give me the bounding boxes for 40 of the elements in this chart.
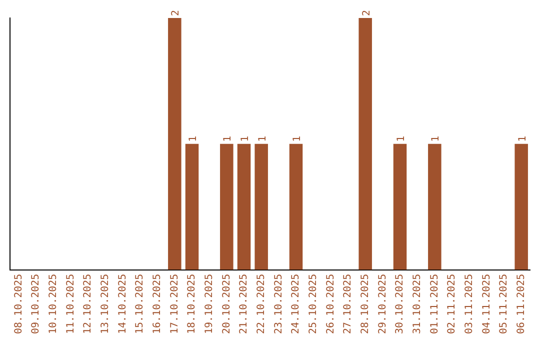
x-tick-label: 05.11.2025: [498, 274, 510, 334]
data-label: 1: [517, 136, 528, 142]
x-tick-label: 16.10.2025: [152, 274, 163, 334]
data-label: 1: [222, 136, 234, 142]
data-label: 1: [240, 136, 251, 142]
x-tick-label: 23.10.2025: [273, 274, 284, 334]
x-tick-label: 29.10.2025: [377, 274, 388, 334]
x-tick-label: 14.10.2025: [117, 274, 128, 334]
data-label: 2: [170, 10, 182, 16]
x-tick-label: 06.11.2025: [516, 274, 527, 334]
x-tick-label: 30.10.2025: [394, 274, 406, 334]
data-label: 1: [188, 136, 199, 142]
x-tick-label: 03.11.2025: [464, 274, 475, 334]
x-tick-label: 22.10.2025: [256, 274, 267, 334]
x-tick-label: 13.10.2025: [100, 274, 111, 334]
x-tick-label: 09.10.2025: [30, 274, 42, 334]
x-tick-label: 01.11.2025: [429, 274, 440, 334]
x-tick-label: 15.10.2025: [134, 274, 146, 334]
x-tick-label: 11.10.2025: [65, 274, 76, 334]
x-tick-label: 17.10.2025: [169, 274, 180, 334]
data-label: 2: [361, 10, 372, 16]
x-tick-label: 25.10.2025: [308, 274, 319, 334]
data-label: 1: [430, 136, 442, 142]
x-tick-label: 08.10.2025: [13, 274, 24, 334]
x-tick-label: 10.10.2025: [48, 274, 59, 334]
x-tick-label: 12.10.2025: [82, 274, 94, 334]
x-tick-label: 04.11.2025: [481, 274, 492, 334]
x-tick-label: 27.10.2025: [342, 274, 354, 334]
x-tick-label: 02.11.2025: [446, 274, 458, 334]
data-label: 1: [257, 136, 268, 142]
x-tick-label: 31.10.2025: [412, 274, 423, 334]
x-tick-label: 18.10.2025: [186, 274, 198, 334]
x-tick-label: 20.10.2025: [221, 274, 232, 334]
x-tick-label: 24.10.2025: [290, 274, 302, 334]
data-label: 1: [292, 136, 303, 142]
x-tick-label: 19.10.2025: [204, 274, 215, 334]
x-tick-label: 26.10.2025: [325, 274, 336, 334]
x-tick-label: 28.10.2025: [360, 274, 371, 334]
data-label: 1: [396, 136, 407, 142]
x-tick-label: 21.10.2025: [238, 274, 250, 334]
